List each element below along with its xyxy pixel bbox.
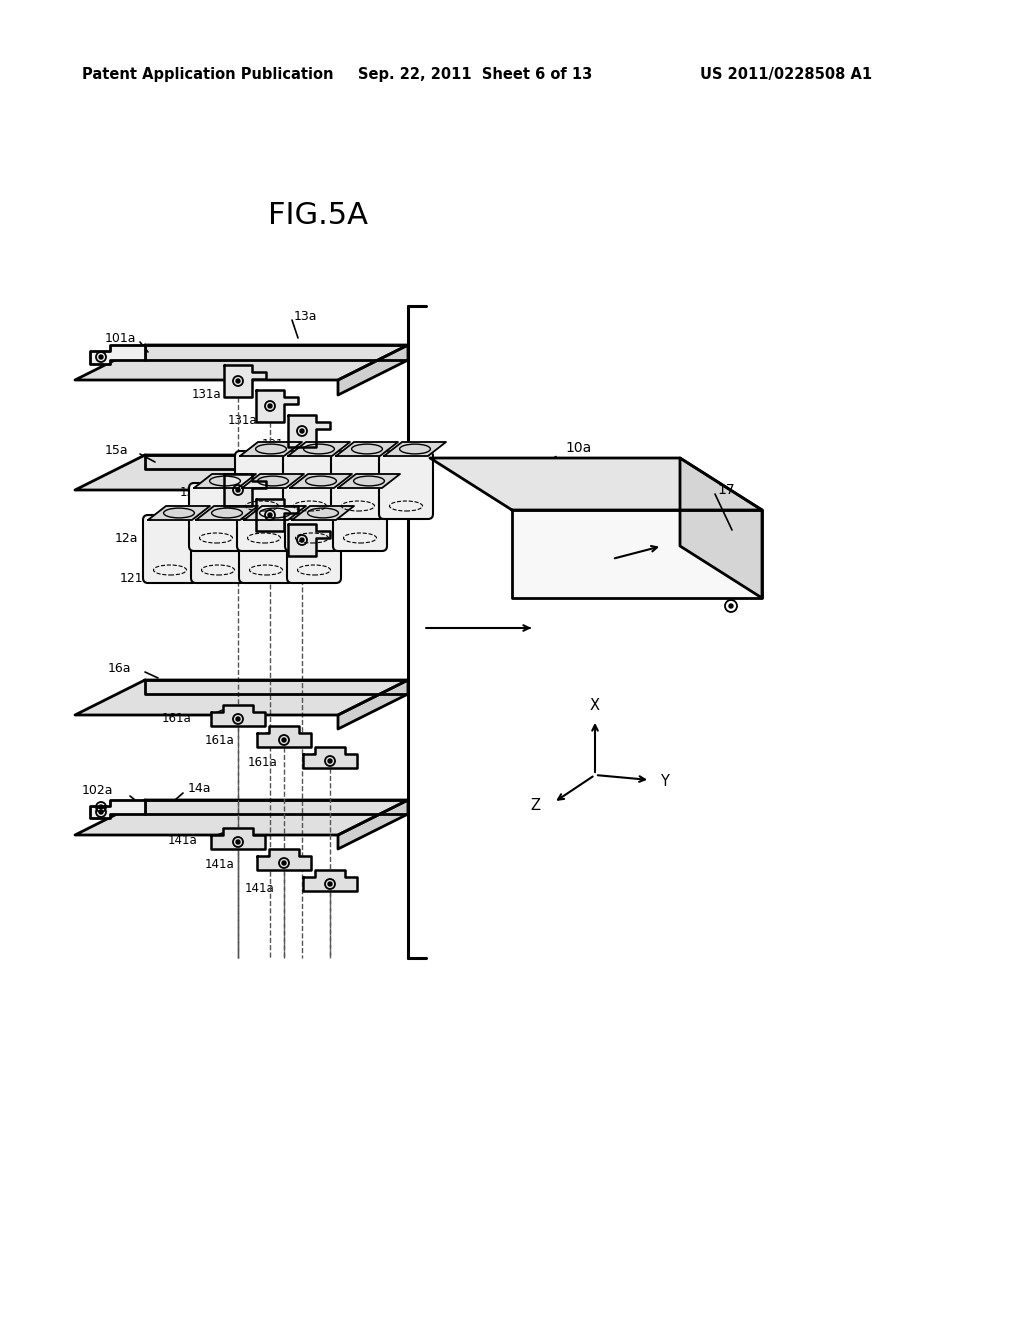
Text: 141a: 141a — [245, 882, 274, 895]
Circle shape — [236, 379, 240, 383]
Polygon shape — [338, 345, 408, 395]
FancyBboxPatch shape — [285, 483, 339, 550]
Polygon shape — [145, 800, 408, 814]
Polygon shape — [194, 474, 256, 488]
Circle shape — [268, 513, 272, 517]
Polygon shape — [257, 726, 311, 747]
FancyBboxPatch shape — [191, 515, 245, 583]
Polygon shape — [292, 506, 354, 520]
Text: 141a: 141a — [205, 858, 234, 870]
Polygon shape — [240, 442, 302, 455]
Text: 13a: 13a — [294, 309, 317, 322]
Polygon shape — [242, 474, 304, 488]
Polygon shape — [90, 345, 145, 364]
Text: FIG.5A: FIG.5A — [268, 201, 368, 230]
Polygon shape — [336, 442, 398, 455]
Polygon shape — [90, 800, 145, 818]
Circle shape — [99, 810, 103, 814]
Text: 16a: 16a — [108, 661, 131, 675]
Polygon shape — [290, 474, 352, 488]
FancyBboxPatch shape — [379, 451, 433, 519]
FancyBboxPatch shape — [234, 451, 289, 519]
Text: X: X — [590, 698, 600, 714]
Polygon shape — [256, 389, 298, 422]
Polygon shape — [75, 800, 408, 836]
Text: Y: Y — [660, 774, 669, 788]
Polygon shape — [145, 680, 408, 694]
Text: 151a: 151a — [214, 513, 244, 527]
Text: Patent Application Publication: Patent Application Publication — [82, 67, 334, 82]
Polygon shape — [244, 506, 306, 520]
Polygon shape — [680, 458, 762, 598]
Text: 17: 17 — [717, 483, 734, 498]
Polygon shape — [224, 474, 266, 506]
Circle shape — [236, 840, 240, 843]
Polygon shape — [211, 828, 265, 849]
Polygon shape — [145, 345, 408, 360]
Text: 102a: 102a — [82, 784, 114, 796]
FancyBboxPatch shape — [143, 515, 197, 583]
Text: 101a: 101a — [105, 331, 136, 345]
Text: 151a: 151a — [180, 486, 210, 499]
Circle shape — [300, 539, 304, 543]
Polygon shape — [256, 499, 298, 531]
Circle shape — [99, 355, 103, 359]
Polygon shape — [75, 455, 408, 490]
Polygon shape — [338, 455, 408, 504]
FancyBboxPatch shape — [237, 483, 291, 550]
Polygon shape — [288, 442, 350, 455]
Text: 141a: 141a — [168, 833, 198, 846]
Polygon shape — [257, 849, 311, 870]
FancyBboxPatch shape — [331, 451, 385, 519]
Polygon shape — [148, 506, 210, 520]
Text: 151a: 151a — [250, 540, 280, 553]
Polygon shape — [338, 474, 400, 488]
Polygon shape — [288, 524, 330, 556]
Polygon shape — [338, 800, 408, 849]
FancyBboxPatch shape — [189, 483, 243, 550]
Circle shape — [328, 882, 332, 886]
FancyBboxPatch shape — [239, 515, 293, 583]
Circle shape — [236, 717, 240, 721]
Circle shape — [300, 429, 304, 433]
Polygon shape — [512, 510, 762, 598]
Polygon shape — [211, 705, 265, 726]
Polygon shape — [303, 870, 357, 891]
FancyBboxPatch shape — [333, 483, 387, 550]
Text: 161a: 161a — [162, 711, 191, 725]
FancyBboxPatch shape — [287, 515, 341, 583]
Text: 15a: 15a — [105, 444, 129, 457]
Text: US 2011/0228508 A1: US 2011/0228508 A1 — [700, 67, 872, 82]
Text: Sep. 22, 2011  Sheet 6 of 13: Sep. 22, 2011 Sheet 6 of 13 — [358, 67, 592, 82]
Polygon shape — [75, 680, 408, 715]
Polygon shape — [338, 680, 408, 729]
Polygon shape — [430, 458, 762, 510]
Text: 121: 121 — [120, 572, 143, 585]
Circle shape — [729, 605, 733, 609]
Circle shape — [236, 488, 240, 492]
Polygon shape — [224, 366, 266, 397]
FancyBboxPatch shape — [283, 451, 337, 519]
Text: 131a: 131a — [193, 388, 221, 401]
Text: 161a: 161a — [248, 755, 278, 768]
Polygon shape — [196, 506, 258, 520]
Polygon shape — [75, 345, 408, 380]
Circle shape — [268, 404, 272, 408]
Text: 131a: 131a — [228, 413, 258, 426]
Polygon shape — [145, 455, 408, 469]
Circle shape — [99, 805, 103, 809]
Text: Z: Z — [530, 797, 541, 813]
Circle shape — [328, 759, 332, 763]
Text: 12a: 12a — [115, 532, 138, 544]
Polygon shape — [384, 442, 446, 455]
Polygon shape — [303, 747, 357, 768]
Polygon shape — [288, 414, 330, 447]
Text: 14a: 14a — [188, 781, 212, 795]
Text: 161a: 161a — [205, 734, 234, 747]
Circle shape — [282, 738, 286, 742]
Text: 10a: 10a — [565, 441, 591, 455]
Circle shape — [282, 861, 286, 865]
Text: 131a: 131a — [262, 438, 292, 451]
